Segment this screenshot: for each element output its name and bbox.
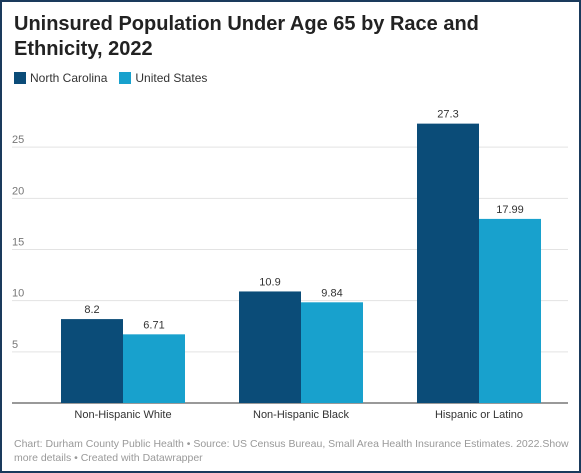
data-label-north-carolina-non-hispanic-white: 8.2: [84, 304, 99, 316]
bar-united-states-hispanic-or-latino: [479, 219, 541, 403]
chart-footer: Chart: Durham County Public Health • Sou…: [14, 437, 574, 465]
y-tick-label-25: 25: [12, 134, 24, 146]
data-label-united-states-non-hispanic-white: 6.71: [143, 319, 164, 331]
bar-united-states-non-hispanic-white: [123, 334, 185, 403]
bar-north-carolina-hispanic-or-latino: [417, 124, 479, 403]
bar-united-states-non-hispanic-black: [301, 302, 363, 403]
x-tick-label-non-hispanic-white: Non-Hispanic White: [74, 409, 171, 421]
bar-north-carolina-non-hispanic-white: [61, 319, 123, 403]
y-tick-label-10: 10: [12, 288, 24, 300]
data-label-north-carolina-non-hispanic-black: 10.9: [259, 276, 280, 288]
y-tick-label-5: 5: [12, 339, 18, 351]
x-tick-label-hispanic-or-latino: Hispanic or Latino: [435, 409, 523, 421]
data-label-united-states-hispanic-or-latino: 17.99: [496, 204, 524, 216]
bar-north-carolina-non-hispanic-black: [239, 291, 301, 403]
y-tick-label-20: 20: [12, 185, 24, 197]
data-label-united-states-non-hispanic-black: 9.84: [321, 287, 342, 299]
y-tick-label-15: 15: [12, 237, 24, 249]
x-tick-label-non-hispanic-black: Non-Hispanic Black: [253, 409, 349, 421]
data-label-north-carolina-hispanic-or-latino: 27.3: [437, 109, 458, 121]
